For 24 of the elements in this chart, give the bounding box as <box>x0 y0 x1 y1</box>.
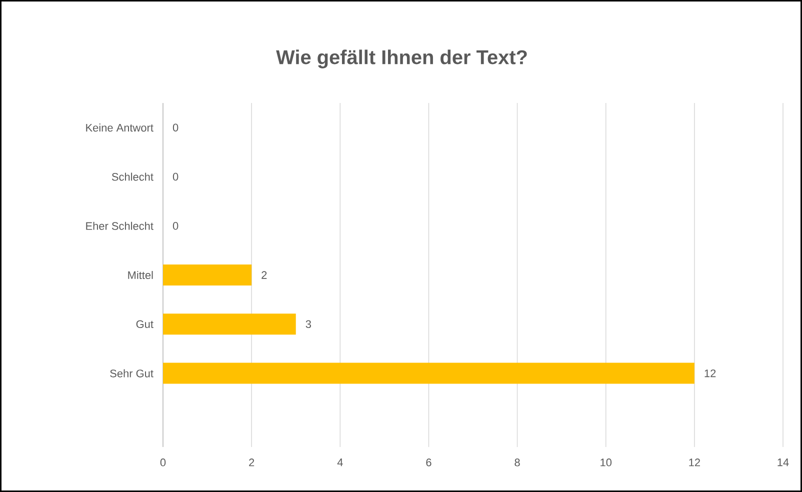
x-tick-label: 0 <box>160 458 166 466</box>
x-tick-label: 10 <box>600 458 612 466</box>
chart-title: Wie gefällt Ihnen der Text? <box>276 50 527 68</box>
y-tick-label: Mittel <box>128 270 153 280</box>
y-tick-label: Gut <box>136 320 154 328</box>
data-label: 0 <box>172 172 178 181</box>
data-label: 12 <box>704 369 716 378</box>
data-label: 0 <box>172 124 178 132</box>
bar <box>163 362 694 384</box>
y-tick-label: Keine Antwort <box>86 124 154 132</box>
bar <box>163 314 296 335</box>
y-tick-label: Eher Schlecht <box>86 222 154 230</box>
data-label: 2 <box>262 271 267 279</box>
y-tick-label: Sehr Gut <box>110 369 154 378</box>
data-label: 3 <box>306 320 311 328</box>
bar <box>163 264 252 286</box>
data-label: 0 <box>172 222 178 230</box>
x-tick-label: 8 <box>514 458 520 466</box>
x-tick-label: 14 <box>778 458 789 466</box>
y-tick-label: Schlecht <box>112 172 154 181</box>
x-tick-label: 6 <box>426 458 432 466</box>
x-tick-label: 12 <box>689 458 700 466</box>
x-tick-label: 4 <box>337 458 343 466</box>
x-tick-label: 2 <box>249 458 254 466</box>
